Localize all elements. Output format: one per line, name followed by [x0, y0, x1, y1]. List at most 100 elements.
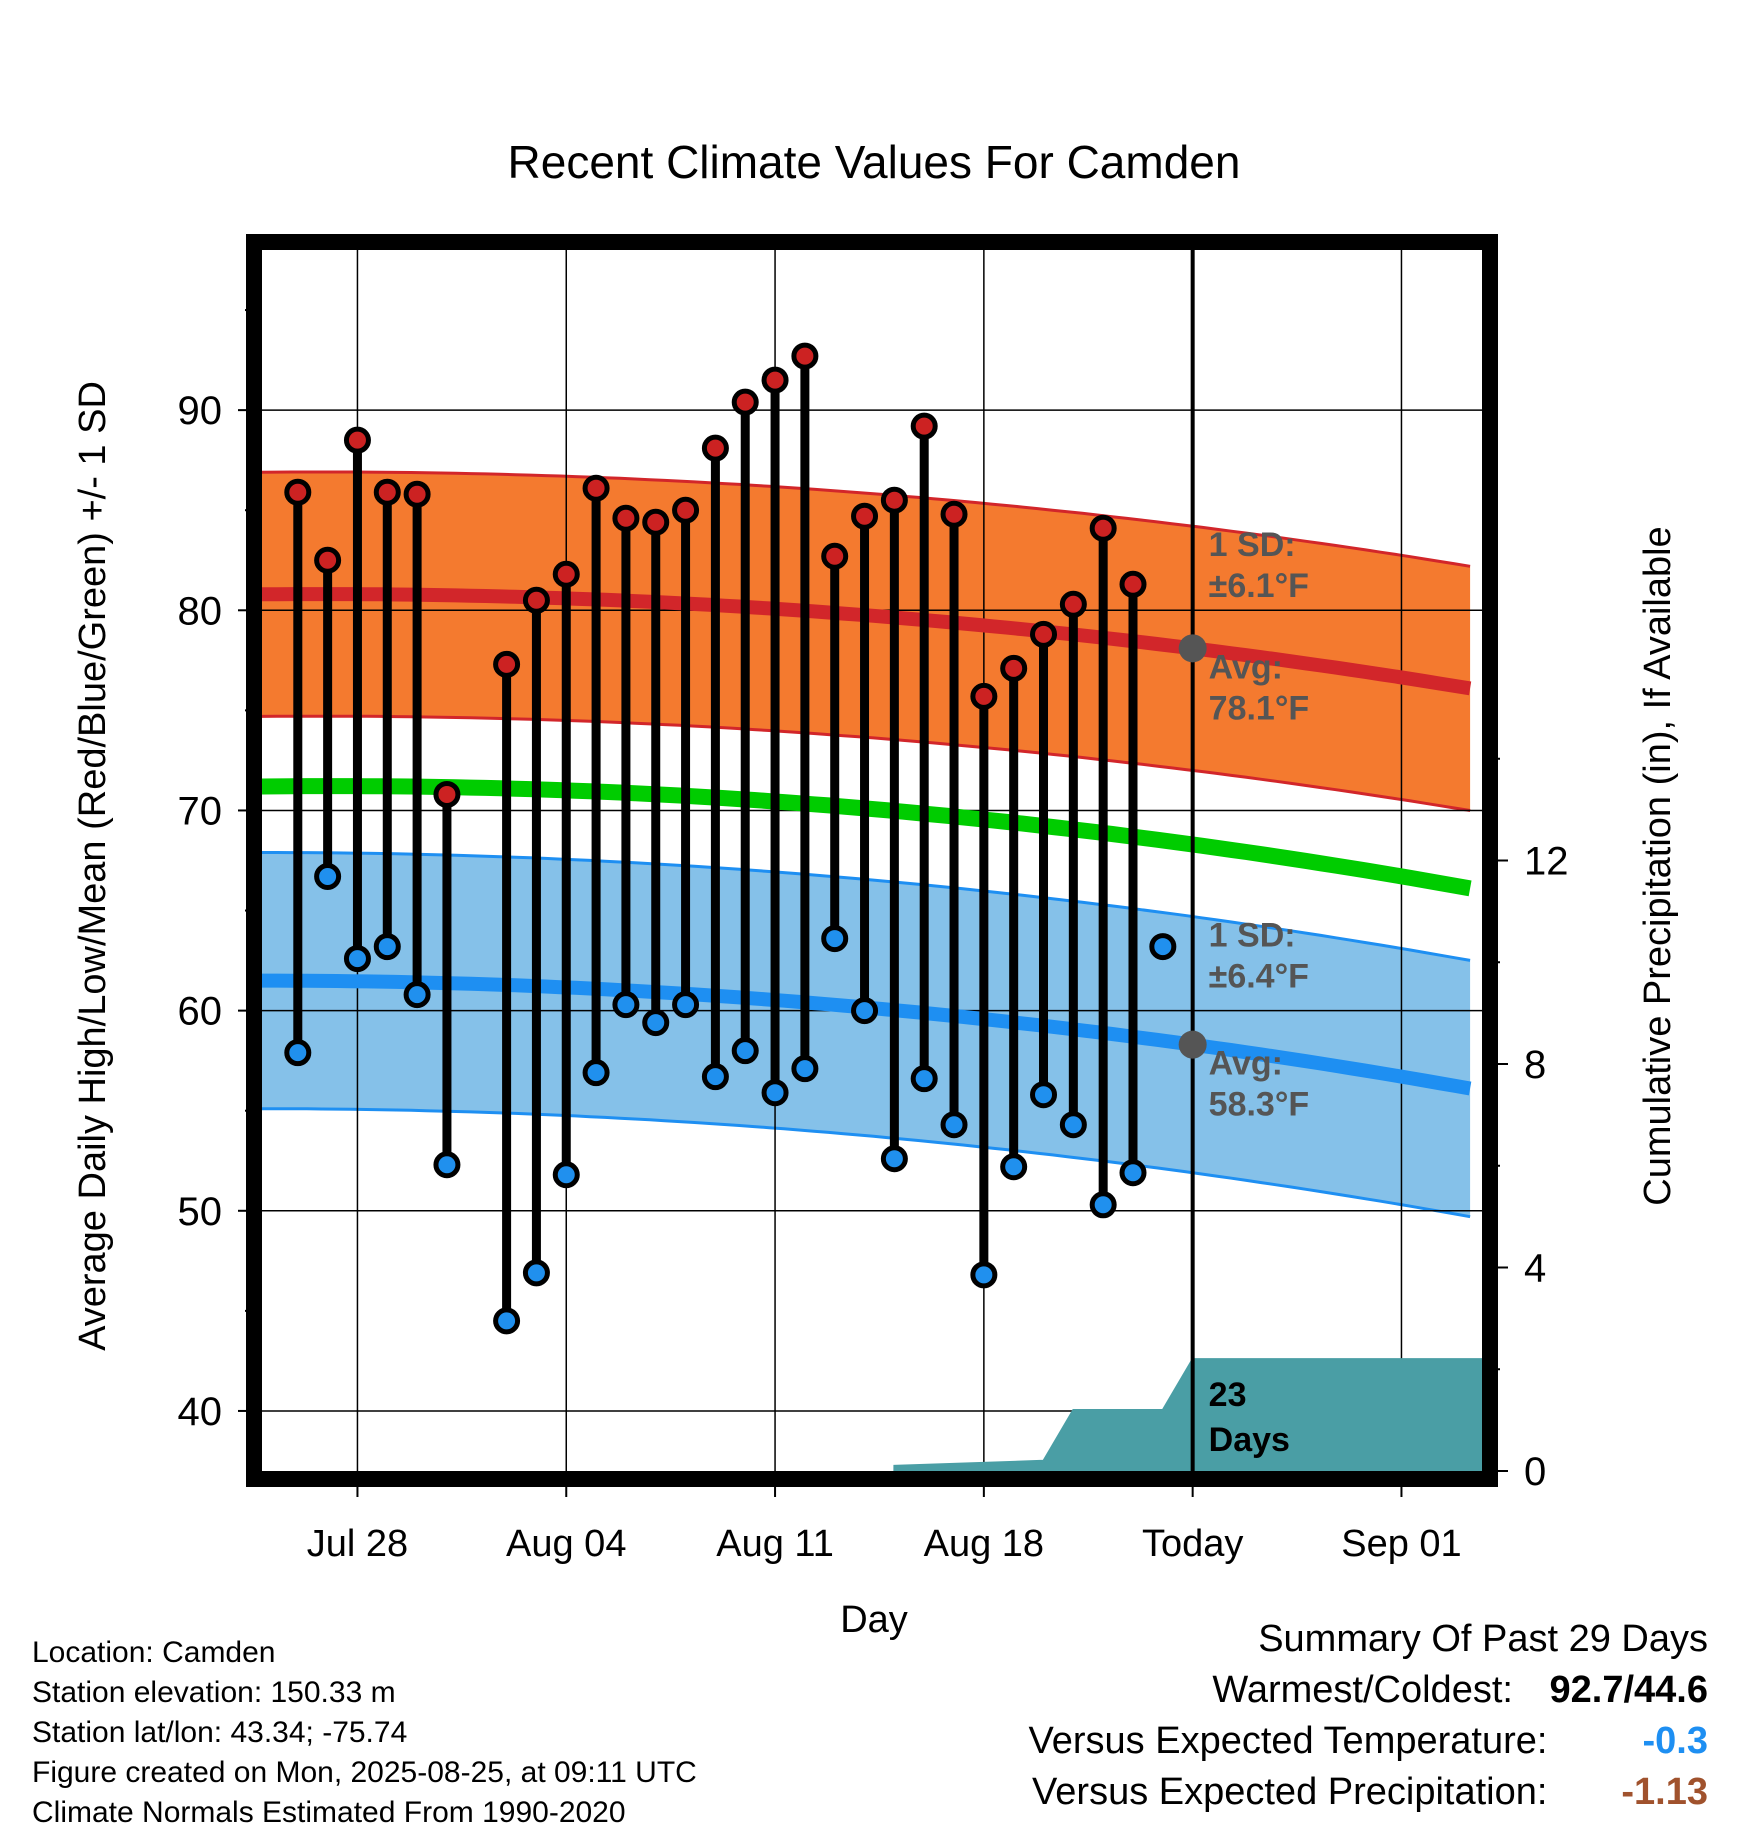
daily-low-point — [910, 1065, 938, 1093]
today-high-normal-marker — [1178, 634, 1207, 663]
summary-temp-value: -0.3 — [1642, 1720, 1708, 1762]
x-tick-label: Aug 18 — [924, 1523, 1044, 1565]
daily-high-point — [910, 412, 938, 440]
daily-low-point — [701, 1063, 729, 1091]
daily-high-point — [343, 426, 371, 454]
low-sd-label: 1 SD: — [1209, 917, 1296, 955]
info-created: Figure created on Mon, 2025-08-25, at 09… — [32, 1756, 697, 1789]
daily-high-point — [940, 500, 968, 528]
daily-low-point — [552, 1161, 580, 1189]
low-avg-label: Avg: — [1209, 1045, 1283, 1083]
daily-low-point — [731, 1037, 759, 1065]
chart-title: Recent Climate Values For Camden — [508, 136, 1241, 188]
daily-high-point — [552, 560, 580, 588]
daily-low-point — [642, 1009, 670, 1037]
high-avg-label: Avg: — [1209, 648, 1283, 686]
daily-high-point — [582, 474, 610, 502]
daily-low-point — [284, 1039, 312, 1067]
daily-high-point — [1030, 620, 1058, 648]
daily-low-point — [343, 945, 371, 973]
daily-high-point — [373, 478, 401, 506]
daily-high-point — [880, 486, 908, 514]
x-tick-label: Sep 01 — [1341, 1523, 1461, 1565]
low-sd-value: ±6.4°F — [1209, 958, 1309, 996]
daily-low-point — [403, 981, 431, 1009]
daily-high-point — [403, 480, 431, 508]
y-right-tick-label: 12 — [1524, 840, 1569, 884]
daily-high-point — [1000, 654, 1028, 682]
summary-temp-row: Versus Expected Temperature: -0.3 — [1029, 1716, 1708, 1767]
daily-low-point — [612, 991, 640, 1019]
y-left-tick-label: 50 — [178, 1190, 223, 1234]
daily-high-point — [761, 366, 789, 394]
daily-high-point — [821, 542, 849, 570]
info-normals: Climate Normals Estimated From 1990-2020 — [32, 1796, 626, 1829]
daily-high-point — [791, 342, 819, 370]
summary-temp-label: Versus Expected Temperature: — [1028, 1720, 1548, 1762]
daily-high-point — [433, 780, 461, 808]
daily-high-point — [642, 508, 670, 536]
daily-low-point — [373, 933, 401, 961]
low-avg-value: 58.3°F — [1209, 1086, 1310, 1124]
precip-days-word: Days — [1209, 1421, 1290, 1459]
high-band-upper-edge — [262, 470, 1471, 568]
summary-warmest-label: Warmest/Coldest: — [1212, 1669, 1513, 1711]
daily-low-point — [821, 925, 849, 953]
station-info: Location: Camden Station elevation: 150.… — [32, 1633, 697, 1833]
today-low-normal-marker — [1178, 1030, 1207, 1059]
daily-low-point — [851, 997, 879, 1025]
daily-high-point — [493, 650, 521, 678]
precip-area — [893, 1358, 1482, 1471]
high-avg-value: 78.1°F — [1209, 689, 1310, 727]
x-axis-label: Day — [840, 1599, 908, 1641]
y-axis-label-right: Cumulative Precipitation (in), If Availa… — [1637, 526, 1679, 1205]
daily-low-point — [1030, 1081, 1058, 1109]
low-band-lower-edge — [262, 1107, 1471, 1219]
daily-low-point — [1000, 1153, 1028, 1181]
daily-high-point — [612, 504, 640, 532]
y-right-tick-label: 4 — [1524, 1247, 1546, 1291]
y-left-tick-label: 90 — [178, 389, 223, 433]
daily-low-point — [970, 1261, 998, 1289]
y-right-tick-label: 0 — [1524, 1450, 1546, 1494]
daily-low-point — [433, 1151, 461, 1179]
daily-low-point — [940, 1111, 968, 1139]
daily-high-point — [731, 388, 759, 416]
daily-high-point — [1089, 514, 1117, 542]
daily-low-point — [522, 1259, 550, 1287]
daily-high-point — [701, 434, 729, 462]
summary-precip-label: Versus Expected Precipitation: — [1032, 1771, 1548, 1813]
summary-warmest-value: 92.7/44.6 — [1549, 1669, 1708, 1711]
daily-low-point — [1059, 1111, 1087, 1139]
y-left-tick-label: 60 — [178, 990, 223, 1034]
daily-high-point — [1119, 570, 1147, 598]
daily-high-point — [851, 502, 879, 530]
daily-low-point — [493, 1307, 521, 1335]
y-left-tick-label: 80 — [178, 589, 223, 633]
x-tick-label: Aug 11 — [716, 1523, 834, 1565]
daily-high-point — [672, 496, 700, 524]
daily-low-point — [672, 991, 700, 1019]
y-left-tick-label: 40 — [178, 1390, 223, 1434]
y-right-tick-label: 8 — [1524, 1043, 1546, 1087]
summary-panel: Summary Of Past 29 Days Warmest/Coldest:… — [1029, 1614, 1708, 1818]
y-axis-label-left: Average Daily High/Low/Mean (Red/Blue/Gr… — [72, 381, 114, 1351]
daily-low-point — [761, 1079, 789, 1107]
daily-high-point — [522, 586, 550, 614]
daily-low-point — [1089, 1191, 1117, 1219]
daily-low-point — [1149, 933, 1177, 961]
daily-high-point — [1059, 590, 1087, 618]
daily-low-point — [314, 863, 342, 891]
daily-high-point — [284, 478, 312, 506]
daily-high-point — [314, 546, 342, 574]
precip-days-number: 23 — [1209, 1376, 1247, 1414]
daily-low-point — [1119, 1159, 1147, 1187]
summary-title: Summary Of Past 29 Days — [1258, 1618, 1708, 1660]
y-left-tick-label: 70 — [178, 789, 223, 833]
high-sd-label: 1 SD: — [1209, 526, 1296, 564]
daily-low-point — [582, 1059, 610, 1087]
summary-warmest-row: Warmest/Coldest: 92.7/44.6 — [1029, 1665, 1708, 1716]
